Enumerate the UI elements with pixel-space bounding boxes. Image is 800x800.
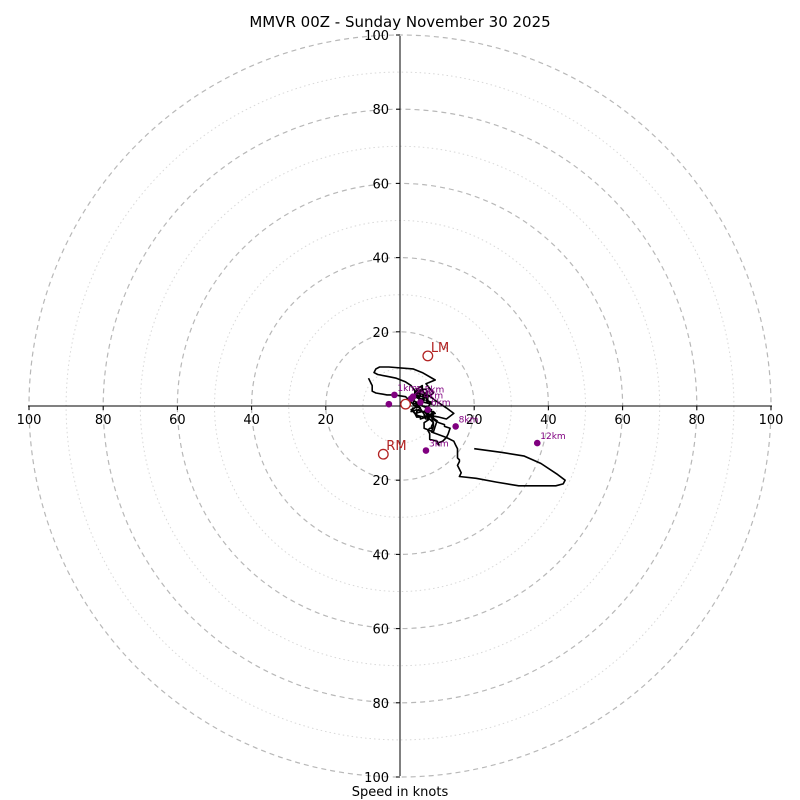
x-tick-label: 20 [318, 413, 335, 428]
x-tick-label: 40 [243, 413, 260, 428]
height-marker-dot [424, 406, 432, 414]
tick-labels: 100 80 60 40 20 20 40 60 80 100 100 80 60 40 20 20 40 60 8… [17, 29, 784, 786]
y-tick-label: 100 [364, 771, 389, 786]
y-tick-label: 40 [372, 548, 389, 563]
height-marker-label: 1km [397, 384, 417, 394]
x-tick-label: 60 [169, 413, 186, 428]
y-tick-label: 80 [372, 697, 389, 712]
height-marker-dot [385, 400, 393, 408]
height-marker-label: 3km [429, 440, 449, 450]
storm-motion-marker [422, 350, 434, 362]
height-marker-dot [422, 447, 430, 454]
x-tick-label: 20 [466, 413, 483, 428]
height-marker-dot [452, 423, 459, 430]
y-tick-label: 60 [372, 623, 389, 638]
y-tick-label: 20 [372, 474, 389, 489]
storm-motion-markers: LM RM [377, 341, 449, 460]
storm-motion-marker [377, 448, 389, 460]
axes [28, 36, 772, 776]
y-tick-label: 60 [372, 177, 389, 192]
height-marker-label: 12km [540, 432, 565, 442]
x-axis-label: Speed in knots [352, 785, 449, 800]
storm-motion-marker [400, 398, 412, 410]
x-tick-label: 100 [759, 413, 784, 428]
x-tick-label: 80 [95, 413, 112, 428]
height-marker-label: 8km [459, 415, 479, 425]
x-tick-label: 80 [689, 413, 706, 428]
height-marker-dot [407, 395, 415, 402]
height-marker-dot [533, 439, 541, 447]
height-marker-dot [417, 398, 424, 406]
x-tick-label: 40 [540, 413, 557, 428]
height-marker-label: 1.5km [416, 386, 444, 396]
storm-motion-label: RM [386, 439, 406, 454]
y-tick-label: 20 [372, 326, 389, 341]
height-marker-dot [391, 391, 398, 399]
y-tick-label: 100 [364, 29, 389, 44]
storm-motion-label: LM [431, 341, 449, 356]
y-tick-label: 80 [372, 103, 389, 118]
chart-title: MMVR 00Z - Sunday November 30 2025 [249, 13, 550, 31]
y-tick-label: 40 [372, 252, 389, 267]
height-marker-label: 6km [431, 399, 451, 409]
x-tick-label: 60 [614, 413, 631, 428]
height-marker-label: 2km [414, 388, 434, 398]
height-marker-label: 4km [423, 391, 443, 401]
x-tick-label: 100 [17, 413, 42, 428]
